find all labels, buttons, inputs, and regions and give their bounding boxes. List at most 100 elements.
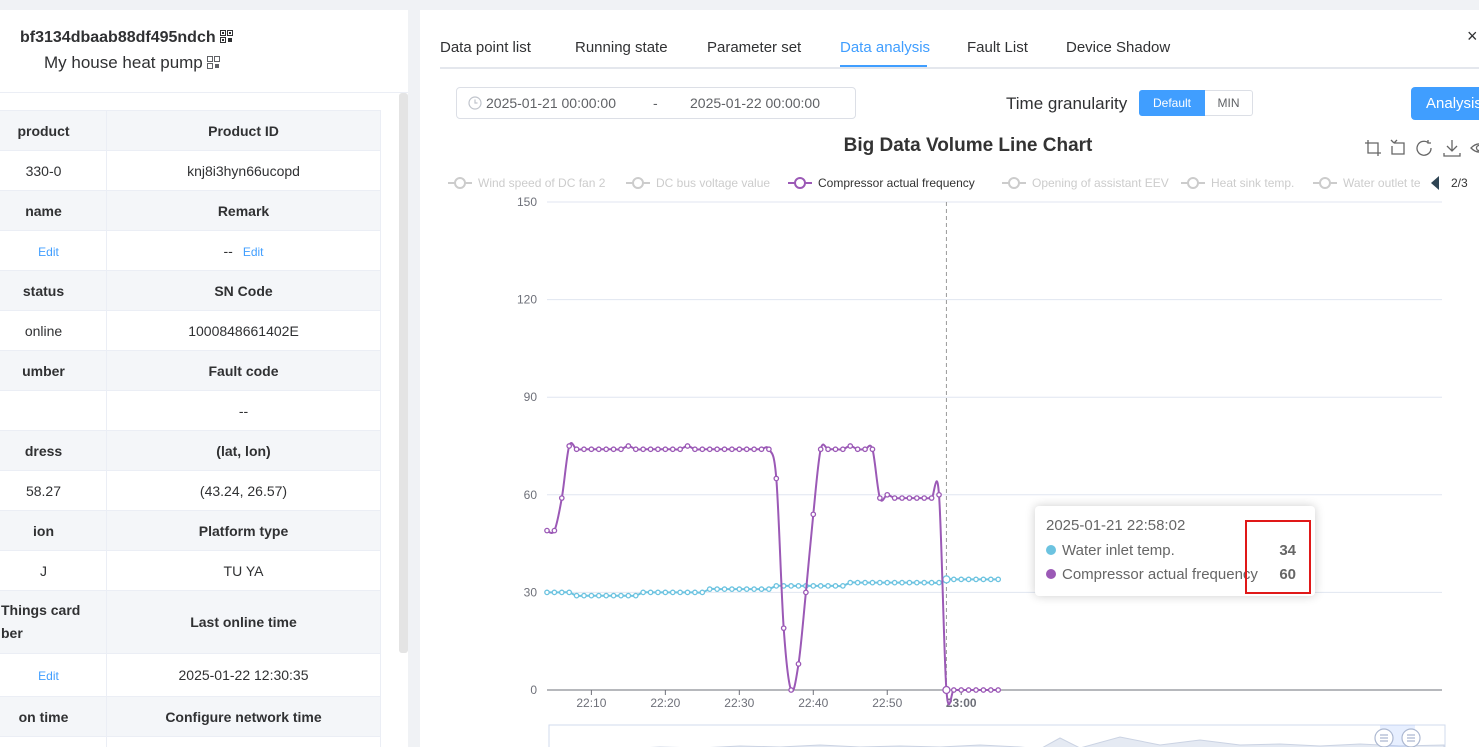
data-point [773,583,780,589]
data-point [788,687,794,693]
data-point [891,579,898,586]
header-line: ber [1,625,23,641]
data-point [899,579,905,586]
tab-fault-list[interactable]: Fault List [967,39,1028,56]
qr-code-icon[interactable] [219,30,233,43]
data-point [588,592,595,599]
data-point [788,583,794,589]
table-cell [0,390,107,431]
chart-legend: Wind speed of DC fan 2 DC bus voltage val… [448,176,1421,190]
data-point [669,446,676,453]
download-icon[interactable] [1443,140,1461,157]
tab-data-point-list[interactable]: Data point list [440,39,531,56]
edit-remark-link[interactable]: Edit [242,244,264,259]
data-point [640,446,647,453]
zoom-select-icon[interactable] [1365,140,1381,156]
device-name-row: My house heat pump [44,53,220,73]
data-zoom-slider[interactable] [548,724,1446,747]
legend-label: Opening of assistant EEV [1032,176,1169,190]
date-separator: - [653,95,658,111]
data-point [566,589,573,596]
data-point [921,495,928,501]
data-point [958,687,965,693]
lat-lon-value: (43.24, 26.57) [106,470,381,511]
data-point [551,589,558,596]
data-point [566,443,573,449]
x-tick-label: 22:50 [872,696,902,710]
data-point [987,576,994,583]
legend-item[interactable]: Heat sink temp. [1181,176,1294,190]
tab-device-shadow[interactable]: Device Shadow [1066,39,1171,56]
data-analysis-panel: Data point list Running state Parameter … [420,10,1479,747]
start-date-input[interactable]: 2025-01-21 00:00:00 [486,95,616,111]
x-tick-label: 23:00 [946,696,977,710]
data-point [610,592,617,599]
edit-name-link[interactable]: Edit [38,244,59,259]
zoom-handle-left-icon[interactable] [1374,728,1394,747]
edit-card-link[interactable]: Edit [38,669,59,683]
data-point [573,446,580,453]
legend-label: Water outlet te [1343,176,1421,190]
data-point [743,446,750,453]
table-cell: Edit [0,230,107,271]
sn-code-value: 1000848661402E [106,310,381,351]
legend-marker [794,177,806,189]
refresh-icon[interactable] [1416,140,1432,156]
table-header-cell: status [0,270,107,311]
legend-item[interactable]: Opening of assistant EEV [1002,176,1169,190]
data-point [936,491,942,498]
data-point [603,446,610,453]
zoom-reset-icon[interactable] [1390,139,1405,155]
legend-item[interactable]: Compressor actual frequency [788,176,975,190]
data-point [913,579,920,586]
legend-page-indicator: 2/3 [1451,176,1468,190]
data-point [987,687,994,693]
tooltip-series-value: 60 [1279,566,1296,583]
close-icon[interactable]: × [1467,26,1478,46]
data-point [817,446,824,453]
data-point [647,589,654,596]
qr-code-icon[interactable] [206,56,220,69]
granularity-min-button[interactable]: MIN [1205,90,1253,116]
data-point [595,446,602,453]
tooltip-series-value: 34 [1279,542,1296,559]
table-header-cell: Product ID [106,110,381,151]
data-point [847,579,854,586]
analysis-button[interactable]: Analysis [1411,87,1479,120]
data-point [906,579,913,586]
legend-item[interactable]: Water outlet te [1313,176,1421,190]
table-header-cell: Things card ber [0,590,107,654]
x-tick-label: 22:40 [798,696,828,710]
table-header-cell: on time [0,696,107,737]
tab-data-analysis[interactable]: Data analysis [840,39,931,56]
data-point [625,443,632,449]
left-panel-scrollbar[interactable] [399,93,408,653]
tab-parameter-set[interactable]: Parameter set [707,39,802,56]
granularity-default-button[interactable]: Default [1139,90,1205,116]
legend-item[interactable]: Wind speed of DC fan 2 [448,176,606,190]
x-tick-label: 22:10 [576,696,606,710]
data-point [891,495,898,501]
data-point [632,592,639,599]
legend-item[interactable]: DC bus voltage value [626,176,770,190]
zoom-handle-right-icon[interactable] [1401,728,1421,747]
legend-label: Heat sink temp. [1211,176,1294,190]
tooltip-row: Compressor actual frequency [1046,566,1258,583]
data-point [699,446,706,453]
tooltip-series-name: Compressor actual frequency [1062,566,1258,583]
date-range-picker[interactable]: 2025-01-21 00:00:00 - 2025-01-22 00:00:0… [456,87,856,119]
y-tick-label: 30 [524,585,538,599]
tab-running-state[interactable]: Running state [575,39,668,56]
end-date-input[interactable]: 2025-01-22 00:00:00 [690,95,820,111]
data-point [581,446,587,453]
time-granularity-label: Time granularity [1006,94,1128,113]
table-header-cell: name [0,190,107,231]
data-view-icon[interactable] [1470,143,1479,153]
table-header-cell: Last online time [106,590,381,654]
data-point [551,527,558,534]
data-point [677,446,683,453]
legend-marker [454,177,466,189]
data-point [958,576,965,583]
legend-prev-page-icon[interactable] [1431,176,1439,190]
legend-label: Wind speed of DC fan 2 [478,176,606,190]
